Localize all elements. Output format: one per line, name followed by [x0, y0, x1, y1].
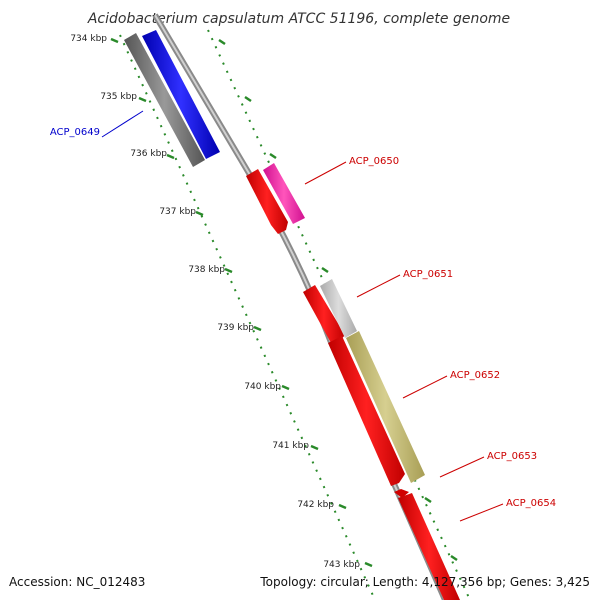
label-connector [439, 456, 485, 478]
gene-acp-0649[interactable] [142, 30, 220, 159]
tick-label: 737 kbp [159, 207, 196, 217]
gene-acp-0651[interactable] [320, 279, 357, 338]
tick-label: 738 kbp [188, 265, 225, 275]
gene-label[interactable]: ACP_0650 [349, 156, 399, 167]
tick-labels: 734 kbp 735 kbp 736 kbp 737 kbp 738 kbp … [70, 34, 360, 570]
label-connector [101, 110, 144, 138]
gene-label[interactable]: ACP_0651 [403, 269, 453, 280]
tick-label: 735 kbp [100, 92, 137, 102]
label-connector [459, 503, 504, 522]
gene-label[interactable]: ACP_0649 [50, 127, 100, 138]
tick-marks-left [110, 37, 373, 568]
label-connector [356, 274, 401, 298]
tick-label: 739 kbp [217, 323, 254, 333]
gene-acp-0654[interactable] [398, 493, 460, 600]
gene-label[interactable]: ACP_0653 [487, 451, 537, 462]
topology-text: Topology: circular; Length: 4,127,356 bp… [259, 575, 590, 589]
gene-acp-0650[interactable] [263, 163, 305, 224]
tick-label: 734 kbp [70, 34, 107, 44]
tick-label: 736 kbp [130, 149, 167, 159]
gene-label[interactable]: ACP_0652 [450, 370, 500, 381]
accession-text: Accession: NC_012483 [9, 575, 145, 589]
map-title: Acidobacterium capsulatum ATCC 51196, co… [87, 11, 510, 27]
gene-acp-0653[interactable] [328, 336, 405, 486]
tick-label: 742 kbp [297, 500, 334, 510]
tick-track-right [207, 29, 471, 600]
gene-feature-red [394, 489, 409, 498]
gene-label[interactable]: ACP_0654 [506, 498, 556, 509]
genome-backbone [152, 13, 448, 600]
tick-label: 741 kbp [272, 441, 309, 451]
tick-label: 743 kbp [323, 560, 360, 570]
gene-feature-gray [124, 33, 205, 167]
gene-feature-red [246, 169, 288, 234]
label-connector [402, 375, 448, 399]
gene-acp-0652[interactable] [346, 331, 425, 483]
label-connector [304, 161, 347, 185]
tick-label: 740 kbp [244, 382, 281, 392]
gene-feature-red [303, 285, 345, 343]
